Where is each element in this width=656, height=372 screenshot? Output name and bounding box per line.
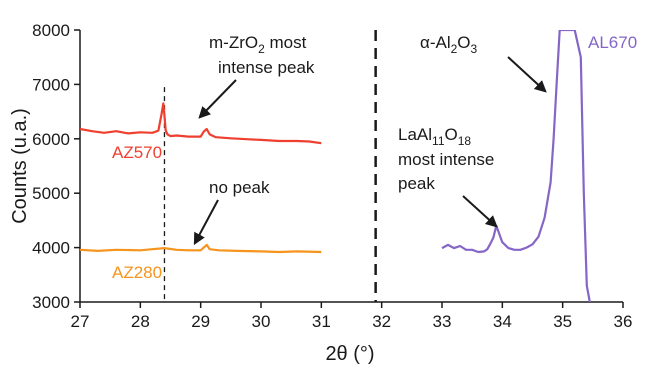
x-tick-label-36: 36 xyxy=(614,312,633,331)
x-tick-label-30: 30 xyxy=(252,312,271,331)
series-label-az570: AZ570 xyxy=(112,143,162,162)
x-tick-label-28: 28 xyxy=(131,312,150,331)
series-label-az280: AZ280 xyxy=(112,263,162,282)
x-tick-label-35: 35 xyxy=(553,312,572,331)
y-tick-label-7000: 7000 xyxy=(32,75,70,94)
reference-lines xyxy=(163,30,377,302)
x-tick-label-34: 34 xyxy=(493,312,512,331)
series-line-al670 xyxy=(441,30,591,302)
annotation-no-peak: no peak xyxy=(209,178,270,197)
y-axis-label: Counts (u.a.) xyxy=(9,108,31,224)
annotation-lanthanum-line1: LaAl11O18 xyxy=(398,125,471,148)
x-axis-label: 2θ (°) xyxy=(325,343,374,365)
arrow-no-peak xyxy=(193,199,219,246)
annotation-lanthanum-line3: peak xyxy=(398,174,435,193)
x-tick-label-29: 29 xyxy=(191,312,210,331)
annotation-zro2-line2: intense peak xyxy=(218,58,315,77)
x-tick-label-27: 27 xyxy=(71,312,90,331)
arrow-alpha-alumina xyxy=(507,56,547,93)
arrow-lanthanum xyxy=(462,195,498,228)
x-tick-label-32: 32 xyxy=(372,312,391,331)
x-ticks: 27 28 29 30 31 32 33 34 35 36 xyxy=(71,302,633,331)
y-tick-label-3000: 3000 xyxy=(32,293,70,312)
y-tick-label-5000: 5000 xyxy=(32,184,70,203)
y-tick-label-6000: 6000 xyxy=(32,130,70,149)
annotation-alpha-alumina: α-Al2O3 xyxy=(420,33,478,56)
annotation-lanthanum-line2: most intense xyxy=(398,150,494,169)
x-tick-label-33: 33 xyxy=(433,312,452,331)
x-tick-label-31: 31 xyxy=(312,312,331,331)
axes xyxy=(79,30,623,303)
series-line-az280 xyxy=(80,243,322,254)
series-line-az570 xyxy=(80,102,322,145)
series-label-al670: AL670 xyxy=(588,33,637,52)
series-group xyxy=(80,30,591,302)
y-ticks: 3000 4000 5000 6000 7000 8000 xyxy=(32,21,80,312)
annotation-zro2-line1: m-ZrO2 most xyxy=(209,33,307,56)
arrow-zro2 xyxy=(198,79,237,119)
y-tick-label-4000: 4000 xyxy=(32,239,70,258)
y-tick-label-8000: 8000 xyxy=(32,21,70,40)
